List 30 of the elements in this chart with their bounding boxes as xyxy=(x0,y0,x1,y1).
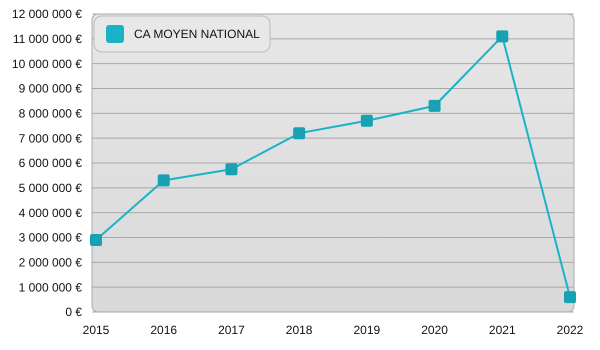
y-tick-label: 5 000 000 € xyxy=(18,181,82,196)
y-tick-label: 4 000 000 € xyxy=(18,206,82,220)
point xyxy=(158,174,170,186)
y-tick-label: 1 000 000 € xyxy=(18,280,82,294)
x-tick-label: 2015 xyxy=(82,323,110,337)
y-tick-label: 10 000 000 € xyxy=(12,56,82,71)
x-tick-label: 2016 xyxy=(150,323,178,337)
point xyxy=(90,234,102,246)
point xyxy=(360,114,373,127)
y-tick-label: 11 000 000 € xyxy=(12,32,82,46)
y-tick-label: 8 000 000 € xyxy=(18,106,82,121)
x-tick-label: 2018 xyxy=(286,323,313,337)
y-tick-label: 2 000 000 € xyxy=(18,256,82,270)
y-tick-label: 6 000 000 € xyxy=(18,156,82,170)
y-tick-label: 7 000 000 € xyxy=(18,131,82,146)
x-tick-label: 2020 xyxy=(421,323,448,337)
point xyxy=(564,291,576,304)
y-tick-label: 12 000 000 € xyxy=(12,7,82,22)
x-tick-label: 2019 xyxy=(354,323,381,337)
y-tick-label: 3 000 000 € xyxy=(18,230,82,245)
legend-label: CA MOYEN NATIONAL xyxy=(134,27,260,42)
point xyxy=(225,163,238,176)
y-tick-label: 9 000 000 € xyxy=(18,82,82,96)
point xyxy=(496,30,508,42)
x-tick-label: 2022 xyxy=(556,323,584,337)
point xyxy=(293,127,306,140)
point xyxy=(428,100,441,112)
y-tick-label: 0 € xyxy=(65,305,82,320)
x-tick-label: 2021 xyxy=(488,323,516,337)
x-tick-label: 2017 xyxy=(218,323,246,337)
